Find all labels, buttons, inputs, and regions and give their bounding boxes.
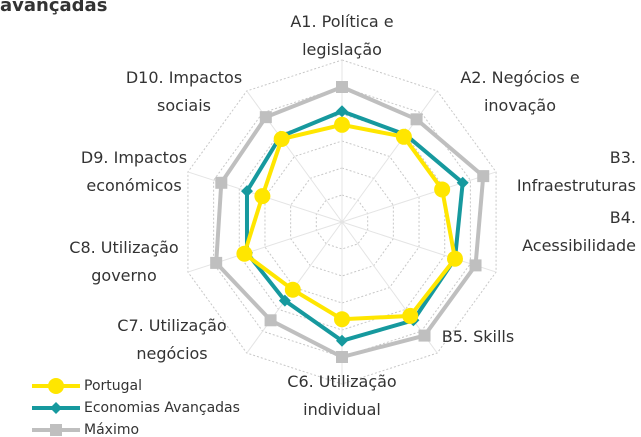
point (236, 245, 253, 262)
chart-title: avançadas (0, 0, 107, 16)
category-label: C7. Utilização negócios (117, 316, 226, 363)
point (434, 181, 451, 198)
point (215, 176, 228, 189)
point (273, 130, 290, 147)
category-label: A2. Negócios e inovação (460, 68, 579, 115)
point (395, 128, 412, 145)
point (402, 307, 419, 324)
spoke (341, 171, 497, 223)
category-label: B5. Skills (442, 327, 514, 346)
category-label: D10. Impactos sociais (126, 68, 242, 115)
point (469, 259, 482, 272)
legend-label: Máximo (84, 422, 139, 437)
category-label: B3. Infraestruturas (517, 148, 636, 195)
legend-label: Economias Avançadas (84, 400, 240, 416)
legend-label: Portugal (84, 378, 142, 394)
point (418, 329, 431, 342)
point (278, 294, 291, 307)
point (210, 256, 223, 269)
spoke (341, 90, 438, 223)
point (336, 81, 348, 93)
point (336, 351, 348, 363)
series (210, 81, 490, 363)
point (50, 424, 62, 436)
series (236, 116, 463, 328)
point (254, 188, 271, 205)
point (477, 170, 490, 183)
category-label: C8. Utilização governo (69, 238, 178, 285)
point (334, 311, 350, 328)
category-label: A1. Política e legislação (290, 12, 393, 59)
point (456, 176, 469, 189)
point (336, 334, 348, 347)
point (446, 250, 463, 267)
point (50, 402, 62, 414)
point (334, 116, 350, 133)
category-label: D9. Impactos económicos (81, 148, 187, 195)
point (284, 281, 301, 298)
category-label: B4. Acessibilidade (522, 208, 636, 255)
grid-ring (264, 140, 420, 304)
point (48, 378, 64, 394)
point (264, 314, 277, 327)
category-label: C6. Utilização individual (287, 372, 396, 419)
point (410, 113, 423, 126)
point (259, 111, 272, 124)
point (336, 105, 348, 118)
point (240, 185, 253, 198)
